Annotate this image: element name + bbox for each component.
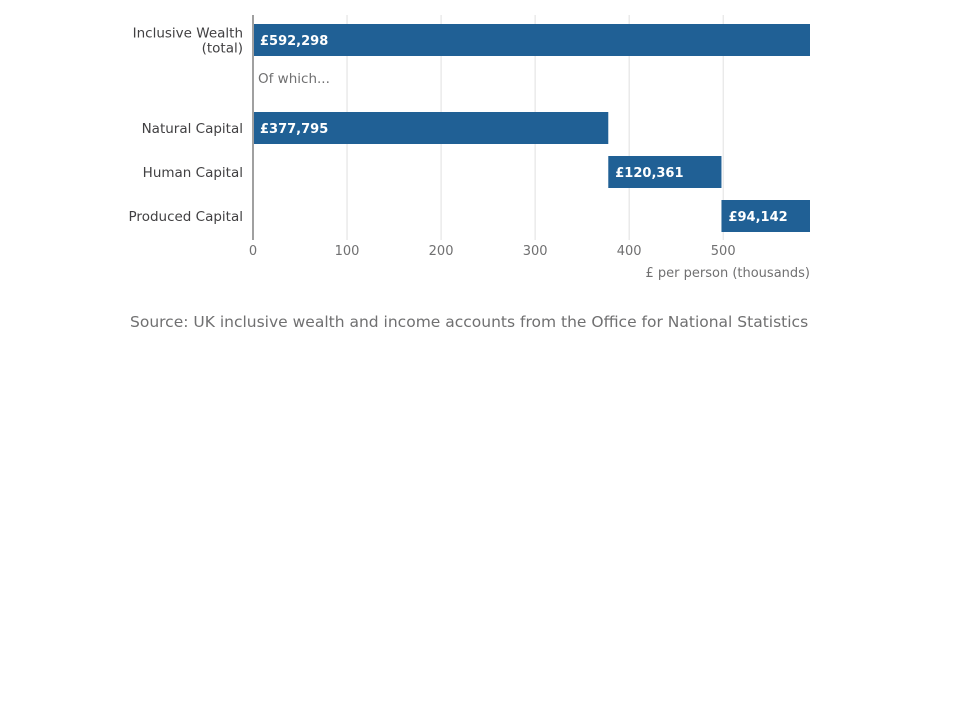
x-tick-label: 200 (429, 244, 454, 259)
category-label: Natural Capital (142, 121, 243, 137)
bar (253, 24, 810, 56)
x-tick-label: 100 (335, 244, 360, 259)
category-label: (total) (202, 41, 243, 57)
of-which-annotation: Of which... (258, 71, 330, 87)
bar-value-label: £377,795 (260, 122, 328, 137)
bars: £592,298 £377,795 £120,361 £94,142 (253, 24, 810, 232)
x-tick-label: 400 (617, 244, 642, 259)
x-tick-label: 0 (249, 244, 257, 259)
x-tick-label: 300 (523, 244, 548, 259)
x-tick-label: 500 (711, 244, 736, 259)
category-labels: Inclusive Wealth(total) Natural Capital Hu… (129, 26, 243, 226)
x-axis-title: £ per person (thousands) (646, 266, 811, 281)
bar (721, 200, 810, 232)
x-axis-ticks: 0 100 200 300 400 500 (249, 244, 736, 259)
source-note: Source: UK inclusive wealth and income a… (130, 313, 809, 331)
bar-value-label: £94,142 (728, 210, 787, 225)
bar-value-label: £592,298 (260, 34, 328, 49)
category-label: Human Capital (143, 165, 243, 181)
bar-value-label: £120,361 (615, 166, 683, 181)
bar (608, 156, 722, 188)
wealth-waterfall-chart: £592,298 £377,795 £120,361 £94,142 Inclusiv… (129, 15, 811, 281)
category-label: Inclusive Wealth (133, 26, 243, 42)
category-label: Produced Capital (129, 209, 243, 225)
bar (253, 112, 609, 144)
